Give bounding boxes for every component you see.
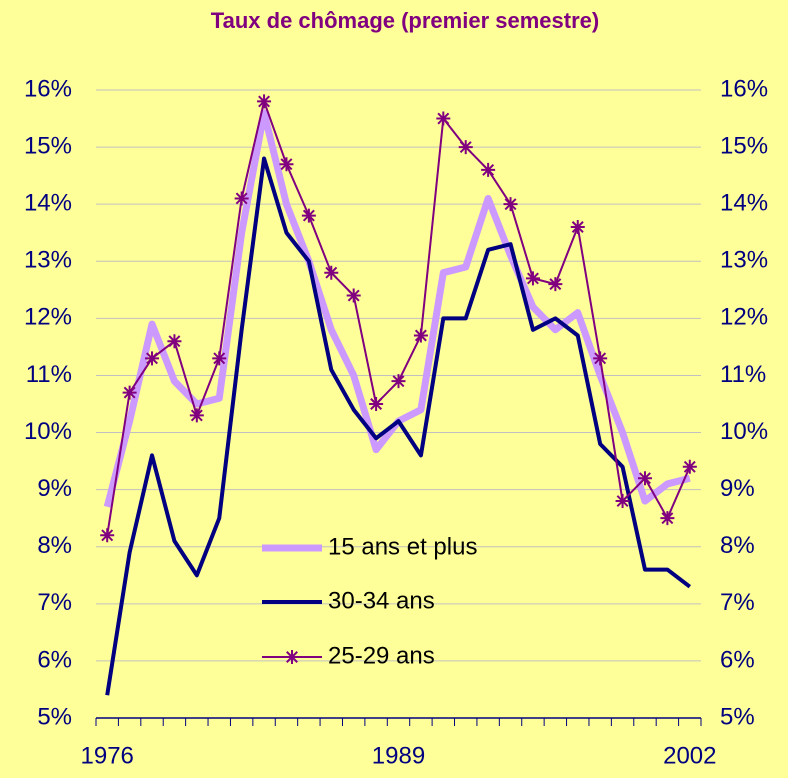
series-line <box>105 156 692 696</box>
point-marker <box>145 351 160 366</box>
legend-label: 30-34 ans <box>328 587 435 614</box>
y2-tick-label: 12% <box>720 304 768 331</box>
y2-tick-label: 9% <box>720 475 755 502</box>
chart-title: Taux de chômage (premier semestre) <box>211 8 599 33</box>
y-tick-label: 16% <box>24 75 72 102</box>
y-tick-label: 7% <box>37 589 72 616</box>
y2-tick-label: 7% <box>720 589 755 616</box>
y-tick-label: 10% <box>24 418 72 445</box>
point-marker <box>570 220 585 235</box>
point-marker <box>391 374 406 389</box>
y2-tick-label: 14% <box>720 190 768 217</box>
y2-tick-label: 16% <box>720 75 768 102</box>
y2-tick-label: 8% <box>720 532 755 559</box>
x-tick-label: 1989 <box>372 742 425 769</box>
point-marker <box>660 511 675 526</box>
point-marker <box>189 408 204 423</box>
point-marker <box>100 528 115 543</box>
y2-tick-label: 13% <box>720 247 768 274</box>
y2-tick-label: 5% <box>720 703 755 730</box>
point-marker <box>234 191 249 206</box>
point-marker <box>413 328 428 343</box>
point-marker <box>593 351 608 366</box>
point-marker <box>503 197 518 212</box>
y-tick-label: 8% <box>37 532 72 559</box>
point-marker <box>167 334 182 349</box>
y-tick-label: 12% <box>24 304 72 331</box>
x-tick-label: 2002 <box>663 742 716 769</box>
point-marker <box>301 208 316 223</box>
point-marker <box>637 471 652 486</box>
x-tick-label: 1976 <box>81 742 134 769</box>
point-marker <box>346 288 361 303</box>
point-marker <box>212 351 227 366</box>
y2-tick-label: 15% <box>720 132 768 159</box>
point-marker <box>481 162 496 177</box>
legend-label: 25-29 ans <box>328 642 435 669</box>
point-marker <box>324 265 339 280</box>
y2-tick-label: 6% <box>720 646 755 673</box>
point-marker <box>682 459 697 474</box>
point-marker <box>279 157 294 172</box>
point-marker <box>458 140 473 155</box>
point-marker <box>615 494 630 509</box>
point-marker <box>525 271 540 286</box>
y-tick-label: 6% <box>37 646 72 673</box>
point-marker <box>369 397 384 411</box>
y2-tick-label: 10% <box>720 418 768 445</box>
y-tick-label: 11% <box>26 361 72 388</box>
y-tick-label: 15% <box>24 132 72 159</box>
point-marker <box>122 385 137 400</box>
legend-marker <box>285 650 299 664</box>
y-tick-label: 14% <box>24 190 72 217</box>
legend-label: 15 ans et plus <box>328 533 477 560</box>
point-marker <box>436 111 451 126</box>
y-tick-label: 13% <box>24 247 72 274</box>
y-tick-label: 9% <box>37 475 72 502</box>
point-marker <box>548 277 563 292</box>
y2-tick-label: 11% <box>720 361 766 388</box>
point-marker <box>257 94 272 109</box>
y-tick-label: 5% <box>37 703 72 730</box>
